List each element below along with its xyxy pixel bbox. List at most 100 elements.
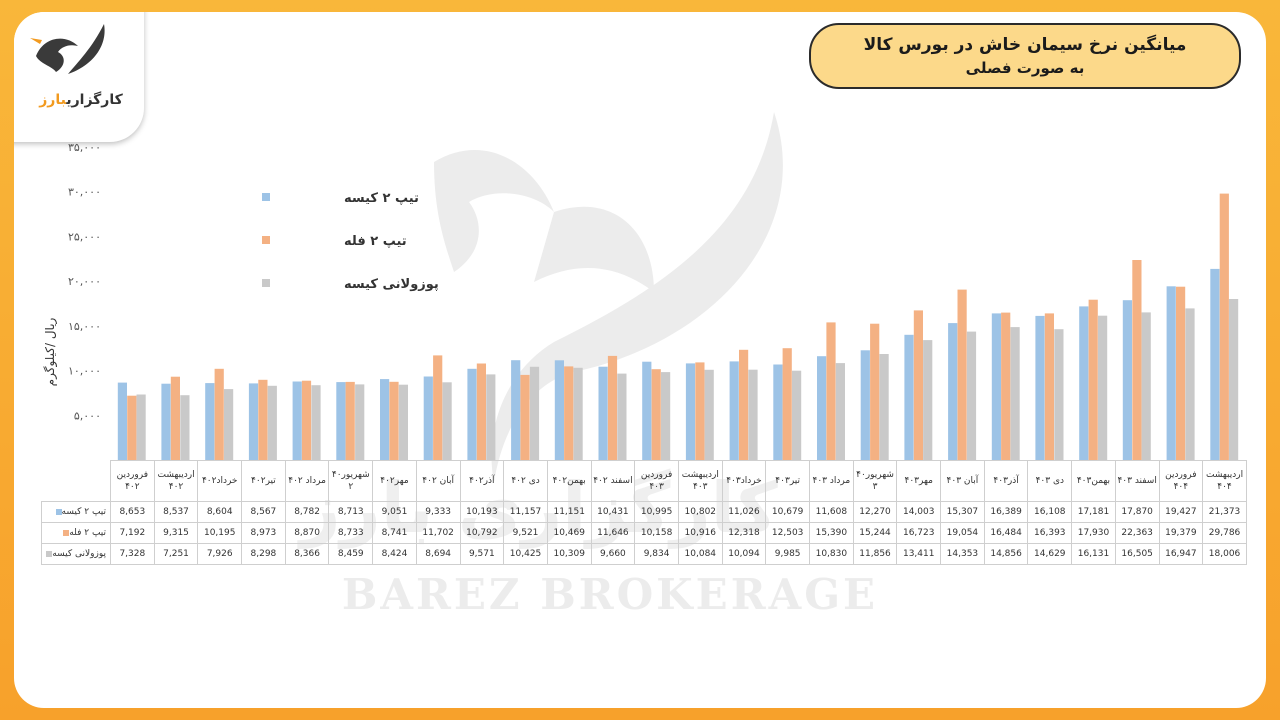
x-tick-label: اردیبهشت ۴۰۲ <box>153 460 199 502</box>
bar-series-1 <box>423 376 433 460</box>
x-tick-label: مهر۴۰۳ <box>896 460 942 502</box>
data-label: 15,244 <box>852 522 898 544</box>
x-tick-label: دی ۴۰۲ <box>503 460 548 502</box>
bar-series-3 <box>136 394 146 460</box>
data-label: 10,158 <box>634 522 679 544</box>
x-tick-label: تیر۴۰۲ <box>241 460 286 502</box>
data-label: 8,537 <box>153 501 199 523</box>
brand-logo: کارگزاریبارز <box>14 12 144 142</box>
data-label: 18,006 <box>1202 543 1247 565</box>
y-axis: ۵,۰۰۰ ۱۰,۰۰۰ ۱۵,۰۰۰ ۲۰,۰۰۰ ۲۵,۰۰۰ ۳۰,۰۰۰ ۳۵,۰۰… <box>68 141 101 422</box>
data-label: 8,782 <box>284 501 330 523</box>
data-label: 15,390 <box>809 522 854 544</box>
data-label: 15,307 <box>940 501 985 523</box>
data-label: 14,629 <box>1027 543 1073 565</box>
data-label: 11,026 <box>721 501 767 523</box>
bar-series-2 <box>739 349 749 460</box>
bar-series-3 <box>311 385 321 460</box>
bar-series-1 <box>598 366 608 460</box>
bar-series-3 <box>355 384 365 460</box>
x-tick-label: مرداد ۴۰۳ <box>809 460 854 502</box>
x-tick-label: شهریور۴۰ ۳ <box>852 460 898 502</box>
bar-series-2 <box>607 355 618 460</box>
data-label: 8,653 <box>110 501 155 523</box>
data-label: 9,521 <box>503 522 548 544</box>
bar-series-2 <box>433 355 443 460</box>
bar-series-2 <box>870 323 880 460</box>
bar-series-1 <box>1210 268 1220 460</box>
bar-series-3 <box>661 372 671 460</box>
bar-series-3 <box>1010 327 1020 460</box>
logo-text: کارگزاریبارز <box>39 92 123 108</box>
data-label: 8,366 <box>284 543 330 565</box>
bar-series-3 <box>879 354 889 460</box>
bar-series-1 <box>685 363 696 460</box>
bar-series-3 <box>573 367 583 460</box>
data-label: 10,916 <box>677 522 723 544</box>
bar-series-3 <box>835 363 845 460</box>
bar-series-2 <box>389 381 399 460</box>
data-label: 21,373 <box>1202 501 1247 523</box>
bar-series-1 <box>467 368 477 460</box>
bar-series-1 <box>904 334 914 460</box>
data-label: 17,870 <box>1114 501 1160 523</box>
bar-series-2 <box>1219 193 1229 460</box>
x-tick-label: فروردین ۴۰۳ <box>634 460 679 502</box>
bar-series-3 <box>1141 312 1151 460</box>
x-tick-label: اردیبهشت ۴۰۳ <box>677 460 723 502</box>
bar-series-3 <box>617 373 627 460</box>
bar-series-1 <box>948 323 958 460</box>
data-label: 8,973 <box>241 522 286 544</box>
table-row-name: تیپ ۲ فله <box>41 522 111 544</box>
data-label: 10,425 <box>503 543 548 565</box>
data-label: 13,411 <box>896 543 942 565</box>
bar-series-2 <box>214 368 224 460</box>
data-label: 14,856 <box>983 543 1029 565</box>
data-label: 9,660 <box>590 543 636 565</box>
bar-series-2 <box>301 380 312 460</box>
bar-chart: ۵,۰۰۰ ۱۰,۰۰۰ ۱۵,۰۰۰ ۲۰,۰۰۰ ۲۵,۰۰۰ ۳۰,۰۰۰ ۳۵,۰۰… <box>43 141 1239 460</box>
x-tick-label: اردیبهشت ۴۰۴ <box>1202 460 1247 502</box>
bar-series-1 <box>817 356 827 460</box>
bar-series-1 <box>117 382 127 460</box>
bars <box>117 193 1239 460</box>
y-tick-label: ۵,۰۰۰ <box>74 409 101 422</box>
data-label: 16,505 <box>1114 543 1160 565</box>
x-tick-label: بهمن۴۰۲ <box>546 460 592 502</box>
chart-subtitle: به صورت فصلی <box>965 59 1085 77</box>
data-label: 11,157 <box>503 501 548 523</box>
bar-series-1 <box>991 313 1001 460</box>
data-label: 19,054 <box>940 522 985 544</box>
data-label: 10,309 <box>546 543 592 565</box>
data-label: 8,567 <box>241 501 286 523</box>
bar-series-3 <box>529 366 540 460</box>
table-row: تیپ ۲ فله 7,192 9,315 10,195 8,973 8,870 8,733… <box>41 522 1247 544</box>
bar-series-2 <box>520 374 530 460</box>
x-tick-label: آذر۴۰۳ <box>983 460 1029 502</box>
data-label: 9,051 <box>372 501 417 523</box>
bar-series-2 <box>957 289 967 460</box>
bar-series-3 <box>923 340 933 460</box>
x-tick-label: آبان ۴۰۲ <box>415 460 461 502</box>
series-swatch <box>63 529 70 536</box>
data-label: 8,298 <box>241 543 286 565</box>
data-label: 10,431 <box>590 501 636 523</box>
data-label: 9,834 <box>634 543 679 565</box>
data-label: 17,181 <box>1071 501 1116 523</box>
bar-series-1 <box>205 383 215 460</box>
data-label: 14,353 <box>940 543 985 565</box>
bar-series-1 <box>161 383 171 460</box>
bar-series-3 <box>966 331 977 460</box>
data-label: 19,379 <box>1158 522 1204 544</box>
bar-series-3 <box>1185 308 1195 460</box>
x-tick-label: خرداد۴۰۲ <box>197 460 243 502</box>
data-label: 9,985 <box>765 543 810 565</box>
data-label: 11,702 <box>415 522 461 544</box>
data-label: 11,646 <box>590 522 636 544</box>
data-label: 10,094 <box>721 543 767 565</box>
legend-swatch <box>262 236 270 244</box>
bar-series-3 <box>486 374 496 460</box>
chart-title: میانگین نرخ سیمان خاش در بورس کالا <box>863 35 1187 55</box>
bar-series-2 <box>564 366 574 460</box>
table-header-row: فروردین ۴۰۲ اردیبهشت ۴۰۲ خرداد۴۰۲ تیر۴۰۲ مرد… <box>41 460 1247 502</box>
